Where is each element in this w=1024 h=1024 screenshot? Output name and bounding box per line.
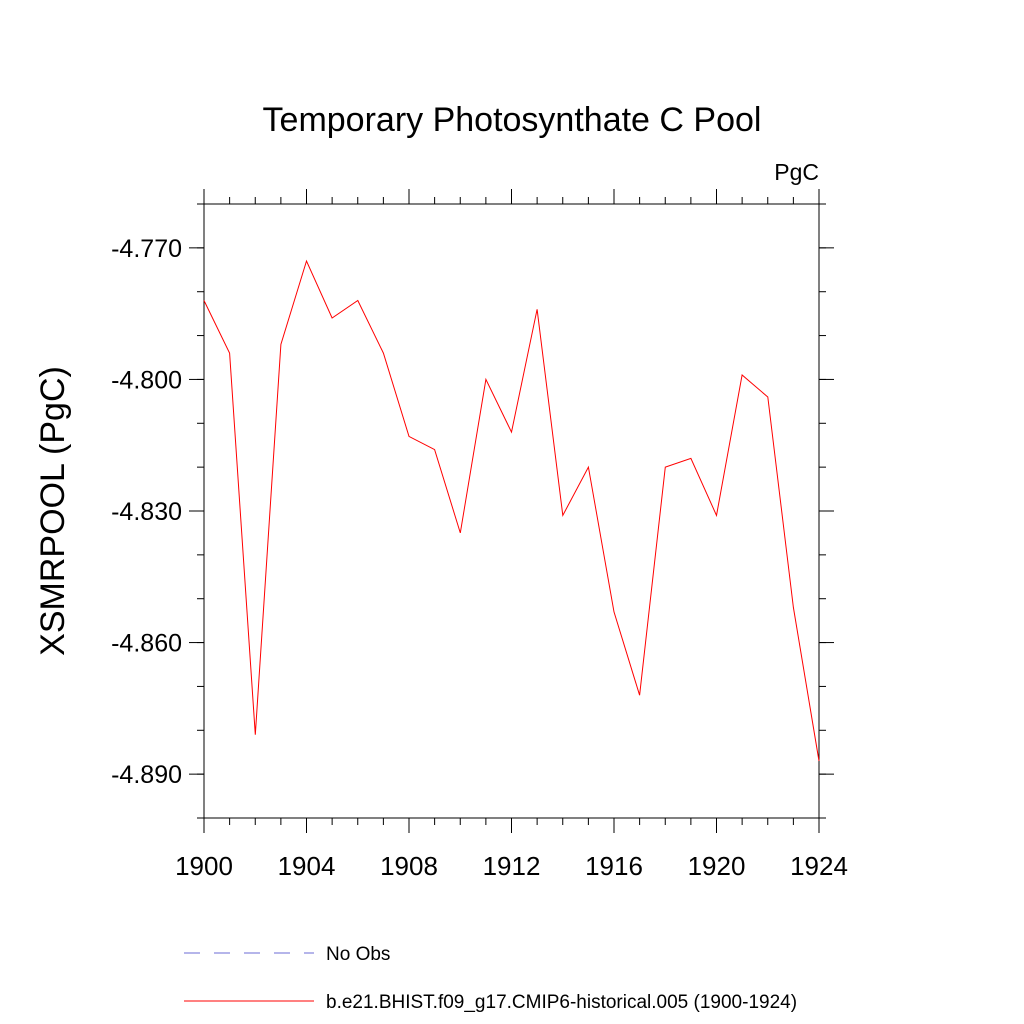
units-label: PgC (774, 159, 819, 185)
y-tick-label: -4.830 (111, 498, 182, 526)
x-tick-label: 1924 (790, 851, 848, 881)
x-tick-label: 1908 (380, 851, 438, 881)
x-tick-label: 1900 (175, 851, 233, 881)
y-tick-label: -4.890 (111, 761, 182, 789)
x-tick-label: 1904 (278, 851, 336, 881)
series-lines (203, 259, 820, 762)
x-tick-label: 1912 (483, 851, 541, 881)
plot-frame (203, 203, 820, 819)
x-tick-label: 1916 (585, 851, 643, 881)
x-axis-ticks (203, 189, 820, 833)
y-tick-label: -4.860 (111, 630, 182, 658)
y-tick-label: -4.770 (111, 235, 182, 263)
series-line (203, 259, 820, 762)
x-tick-labels: 1900 1904 1908 1912 1916 1920 1924 (175, 851, 848, 881)
y-axis-label: XSMRPOOL (PgC) (34, 366, 72, 656)
y-axis-ticks (189, 203, 834, 819)
y-tick-label: -4.800 (111, 366, 182, 394)
x-tick-label: 1920 (688, 851, 746, 881)
y-tick-labels: -4.770 -4.800 -4.830 -4.860 -4.890 (111, 235, 182, 789)
chart-title: Temporary Photosynthate C Pool (263, 101, 762, 139)
legend-no-obs-label: No Obs (326, 944, 390, 965)
legend: No Obs b.e21.BHIST.f09_g17.CMIP6-histori… (184, 944, 797, 1013)
legend-model-label: b.e21.BHIST.f09_g17.CMIP6-historical.005… (326, 992, 797, 1013)
